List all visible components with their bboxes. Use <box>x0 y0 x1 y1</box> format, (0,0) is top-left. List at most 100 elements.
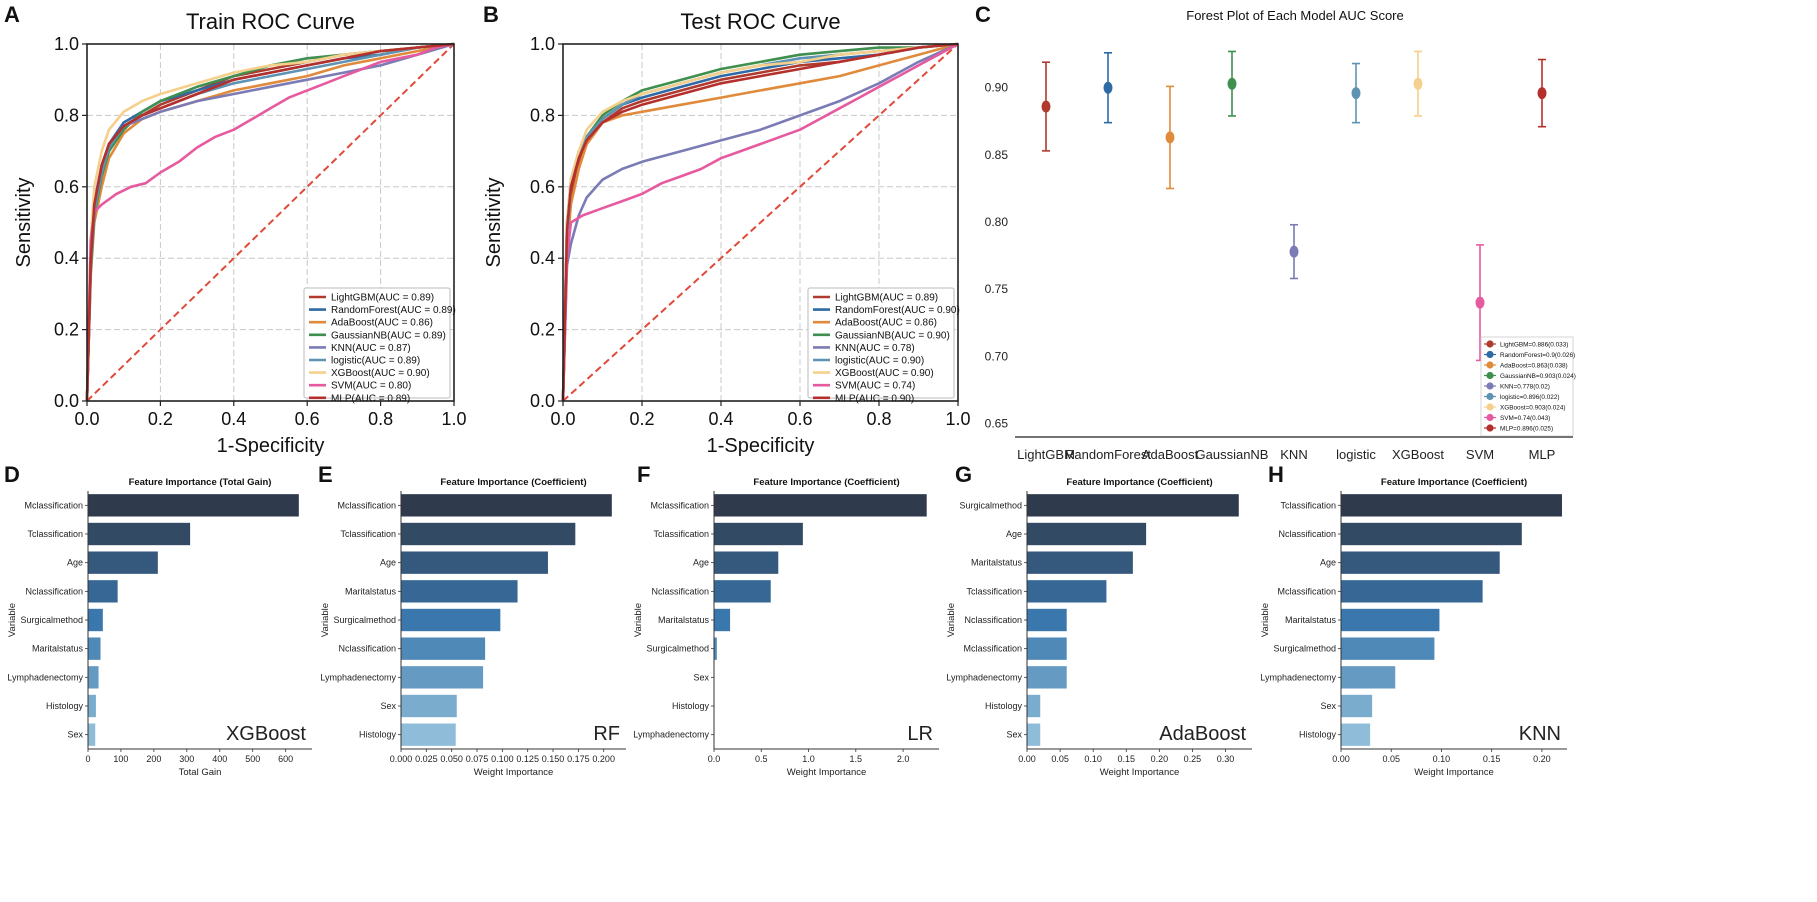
legend-label-SVM: SVM(AUC = 0.74) <box>835 381 915 392</box>
y-tick-label: 0.0 <box>54 391 79 411</box>
y-tick-label: 0.6 <box>54 177 79 197</box>
legend-label-KNN: KNN(AUC = 0.87) <box>331 343 411 354</box>
y-tick-label-Sex: Sex <box>1006 730 1022 740</box>
y-tick-label: 0.8 <box>54 105 79 125</box>
roc-line-SVM <box>85 42 455 402</box>
bar-Mclassification <box>1341 580 1483 603</box>
legend-swatch-KNN <box>1486 382 1494 390</box>
y-tick-label-Maritalstatus: Maritalstatus <box>658 615 710 625</box>
x-tick-label: 500 <box>245 754 260 764</box>
x-tick-label: 0 <box>85 754 90 764</box>
chart-title: Feature Importance (Coefficient) <box>1381 477 1527 488</box>
panel-letter-G: G <box>955 462 972 487</box>
y-tick-label: 0.70 <box>985 349 1009 363</box>
x-tick-label: 1.5 <box>850 754 863 764</box>
model-label: KNN <box>1519 723 1561 745</box>
bar-Age <box>1027 522 1147 546</box>
legend-label-logistic: logistic(AUC = 0.90) <box>835 356 924 367</box>
legend-label-KNN: KNN=0.778(0.02) <box>1500 384 1550 391</box>
legend-swatch-MLP <box>1486 424 1494 432</box>
legend-label-XGBoost: XGBoost=0.903(0.024) <box>1500 405 1566 412</box>
y-tick-label-Tclassification: Tclassification <box>340 529 396 539</box>
y-tick-label-Tclassification: Tclassification <box>1280 500 1336 510</box>
y-tick-label-Nclassification: Nclassification <box>25 586 83 596</box>
legend-label-KNN: KNN(AUC = 0.78) <box>835 343 915 354</box>
legend-label-GaussianNB: GaussianNB(AUC = 0.90) <box>835 330 950 341</box>
bar-Nclassification <box>1341 522 1522 546</box>
bar-Tclassification <box>401 522 576 546</box>
legend-swatch-LightGBM <box>1486 340 1494 348</box>
legend-box <box>303 287 451 399</box>
bar-Mclassification <box>88 494 299 517</box>
bar-Nclassification <box>1027 608 1067 632</box>
x-tick-label: 2.0 <box>897 754 910 764</box>
legend-box <box>807 287 955 399</box>
panel-A: A 0.00.0 0.2 0.2 0.4 0.4 0.6 0.6 0.8 0.8 1.0 1.0 Tra… <box>4 2 467 457</box>
x-tick-label: 0.075 <box>466 754 489 764</box>
x-tick-label: 0.2 <box>148 409 173 429</box>
x-tick-label: 300 <box>179 754 194 764</box>
model-label: RF <box>593 723 620 745</box>
panel-letter-F: F <box>637 462 650 487</box>
x-axis-label: Weight Importance <box>1100 767 1180 778</box>
legend-label-XGBoost: XGBoost(AUC = 0.90) <box>835 368 934 379</box>
auc-point-KNN <box>1289 245 1299 258</box>
x-axis-label: Weight Importance <box>474 767 554 778</box>
x-tick-label: 400 <box>212 754 227 764</box>
y-tick-label: 0.80 <box>985 215 1009 229</box>
bar-Nclassification <box>401 637 486 660</box>
legend-label-AdaBoost: AdaBoost(AUC = 0.86) <box>331 318 433 329</box>
y-axis-label: Variable <box>320 603 331 637</box>
legend-swatch-GaussianNB <box>1486 371 1494 380</box>
chart-title: Train ROC Curve <box>186 9 355 34</box>
bar-Histology <box>88 694 96 718</box>
x-tick-label: 0.20 <box>1533 754 1551 764</box>
y-tick-label-Surgicalmethod: Surgicalmethod <box>646 644 709 654</box>
chart-title: Feature Importance (Coefficient) <box>440 477 586 488</box>
roc-line-MLP <box>85 42 455 402</box>
x-tick-label: 0.15 <box>1117 754 1135 764</box>
y-tick-label-Sex: Sex <box>693 672 709 682</box>
y-tick-label-Histology: Histology <box>46 701 84 711</box>
panel-letter-E: E <box>318 462 333 487</box>
x-tick-label: 0.05 <box>1382 754 1400 764</box>
y-tick-label-Histology: Histology <box>1299 730 1337 740</box>
x-tick-label-XGBoost: XGBoost <box>1392 447 1444 462</box>
y-tick-label-Histology: Histology <box>672 701 710 711</box>
bar-Sex <box>1027 723 1041 746</box>
y-tick-label-Lymphadenectomy: Lymphadenectomy <box>320 672 396 682</box>
x-tick-label: 0.8 <box>368 409 393 429</box>
y-tick-label: 0.90 <box>985 81 1009 95</box>
chart-title: Forest Plot of Each Model AUC Score <box>1186 8 1403 23</box>
x-tick-label-SVM: SVM <box>1466 447 1494 462</box>
y-tick-label: 0.0 <box>530 391 555 411</box>
y-tick-label-Age: Age <box>67 558 83 568</box>
x-tick-label-RandomForest: RandomForest <box>1065 447 1151 462</box>
y-tick-label: 0.2 <box>530 320 555 340</box>
bar-Mclassification <box>714 494 927 517</box>
x-tick-label: 0.6 <box>295 409 320 429</box>
y-tick-label-Surgicalmethod: Surgicalmethod <box>959 500 1022 510</box>
x-tick-label-KNN: KNN <box>1280 447 1307 462</box>
bar-Nclassification <box>88 580 118 603</box>
y-tick-label-Lymphadenectomy: Lymphadenectomy <box>633 730 709 740</box>
chance-diagonal <box>562 43 959 402</box>
model-label: LR <box>907 723 933 745</box>
auc-point-GaussianNB <box>1227 77 1237 90</box>
y-tick-label: 0.75 <box>985 282 1009 296</box>
x-axis-label: Weight Importance <box>1414 767 1494 778</box>
y-tick-label: 0.4 <box>530 248 555 268</box>
y-tick-label-Sex: Sex <box>380 701 396 711</box>
x-tick-label: 0.25 <box>1184 754 1202 764</box>
x-tick-label: 0.000 <box>390 754 413 764</box>
y-tick-label-Age: Age <box>1320 558 1336 568</box>
legend-label-RandomForest: RandomForest(AUC = 0.89) <box>331 305 456 316</box>
x-tick-label: 0.00 <box>1332 754 1350 764</box>
roc-line-MLP <box>561 42 959 402</box>
bar-Lymphadenectomy <box>1341 666 1396 689</box>
x-tick-label-logistic: logistic <box>1336 447 1376 462</box>
bar-Lymphadenectomy <box>88 666 99 689</box>
x-axis-label: Total Gain <box>179 767 222 778</box>
roc-line-SVM <box>561 42 959 402</box>
